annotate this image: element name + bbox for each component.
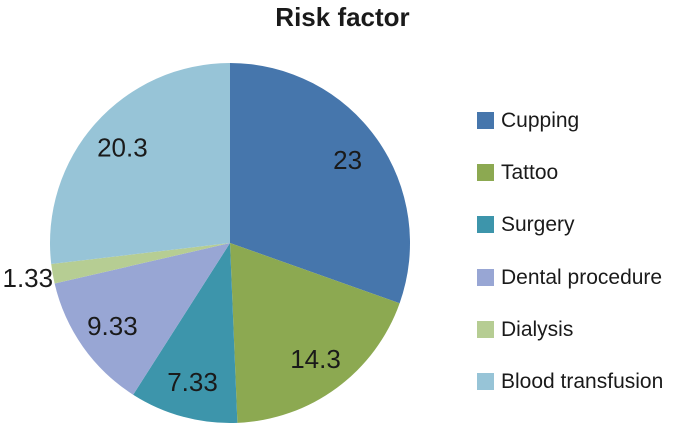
pie-label-cupping: 23	[333, 145, 362, 175]
pie-label-dialysis: 1.33	[2, 263, 53, 293]
pie-label-blood-transfusion: 20.3	[97, 132, 148, 162]
legend-swatch-tattoo	[477, 164, 494, 182]
pie-slice-surgery	[133, 243, 238, 424]
legend-label-dialysis: Dialysis	[501, 317, 574, 341]
pie-slice-blood-transfusion	[49, 63, 231, 264]
legend-swatch-dental-procedure	[477, 268, 494, 286]
legend-label-surgery: Surgery	[501, 213, 575, 237]
legend-item-surgery: Surgery	[477, 212, 663, 237]
legend-label-blood-transfusion: Blood transfusion	[501, 369, 664, 393]
legend-item-dialysis: Dialysis	[477, 317, 663, 342]
chart-title: Risk factor	[275, 2, 410, 32]
pie-slice-cupping	[230, 63, 411, 304]
pie-slice-dental-procedure	[54, 243, 231, 395]
legend-swatch-dialysis	[477, 320, 494, 338]
pie-label-surgery: 7.33	[167, 367, 218, 397]
pie-label-tattoo: 14.3	[290, 344, 341, 374]
pie-slice-tattoo	[230, 243, 400, 423]
legend-item-blood-transfusion: Blood transfusion	[477, 369, 663, 394]
legend-swatch-cupping	[477, 112, 494, 130]
legend-label-tattoo: Tattoo	[501, 161, 559, 185]
legend: Cupping Tattoo Surgery Dental procedure Dial…	[477, 108, 663, 394]
legend-swatch-surgery	[477, 216, 494, 234]
legend-item-dental-procedure: Dental procedure	[477, 265, 663, 290]
legend-item-cupping: Cupping	[477, 108, 663, 133]
legend-label-cupping: Cupping	[501, 109, 580, 132]
legend-item-tattoo: Tattoo	[477, 160, 663, 185]
pie-label-dental-procedure: 9.33	[87, 311, 138, 341]
legend-label-dental-procedure: Dental procedure	[501, 265, 663, 289]
pie-slice-dialysis	[51, 243, 230, 284]
legend-swatch-blood-transfusion	[477, 373, 494, 391]
